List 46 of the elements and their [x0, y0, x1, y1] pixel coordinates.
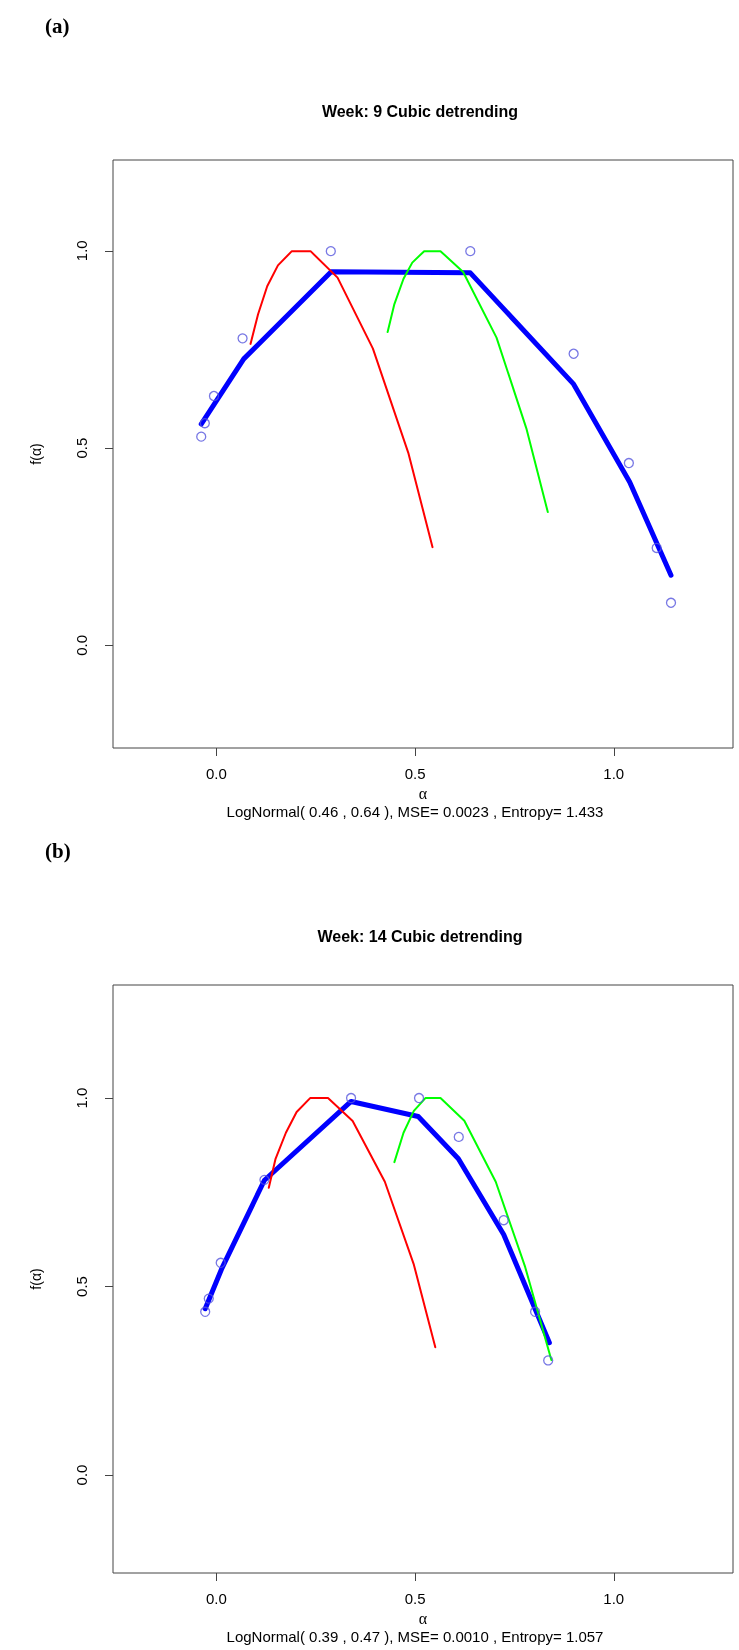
- point: [196, 431, 207, 442]
- x-tick-label: 0.0: [205, 1590, 227, 1607]
- point: [465, 246, 476, 257]
- text: LogNormal( 0.39 , 0.47 ), MSE= 0.0010 , Entropy= 1.057: [226, 1628, 604, 1645]
- line-series: [249, 250, 434, 549]
- line-series: [267, 1097, 437, 1349]
- y-tick-label: 0.0: [73, 1464, 90, 1486]
- chart-subtitle: (b): [45, 838, 71, 863]
- point: [203, 1293, 214, 1304]
- x-tick-label: 1.0: [603, 1590, 625, 1607]
- x-axis-title: α: [418, 1610, 428, 1628]
- point: [199, 418, 210, 429]
- chart-subtitle: (a): [45, 13, 70, 38]
- text: LogNormal( 0.46 , 0.64 ), MSE= 0.0023 , Entropy= 1.433: [226, 803, 604, 820]
- y-axis-title: f(α): [28, 443, 44, 465]
- point: [237, 333, 248, 344]
- x-axis-title: α: [418, 785, 428, 803]
- point: [623, 457, 635, 469]
- point: [259, 1174, 270, 1186]
- point: [529, 1306, 541, 1317]
- y-axis-title: f(α): [28, 1268, 44, 1290]
- point: [543, 1355, 554, 1366]
- line-series: [393, 1097, 553, 1362]
- point: [651, 542, 662, 554]
- x-tick-label: 0.5: [404, 765, 426, 782]
- y-tick-label: 1.0: [73, 1087, 90, 1109]
- point: [215, 1257, 226, 1268]
- x-tick-label: 1.0: [603, 765, 625, 782]
- y-tick-label: 0.5: [73, 1276, 90, 1297]
- point: [453, 1131, 464, 1143]
- point: [200, 1306, 211, 1317]
- point: [665, 597, 677, 608]
- chart-title: Week: 9 Cubic detrending: [321, 102, 519, 120]
- x-tick-label: 0.5: [404, 1590, 426, 1607]
- y-tick-label: 1.0: [73, 240, 90, 262]
- line-series: [386, 250, 549, 514]
- point: [325, 246, 336, 257]
- chart-title: Week: 14 Cubic detrending: [317, 927, 523, 945]
- point: [345, 1092, 357, 1104]
- point: [413, 1092, 425, 1104]
- y-tick-label: 0.0: [73, 634, 90, 656]
- y-tick-label: 0.5: [73, 437, 90, 459]
- point: [568, 348, 579, 359]
- x-tick-label: 0.0: [205, 765, 227, 782]
- point: [208, 390, 220, 402]
- point: [498, 1215, 509, 1226]
